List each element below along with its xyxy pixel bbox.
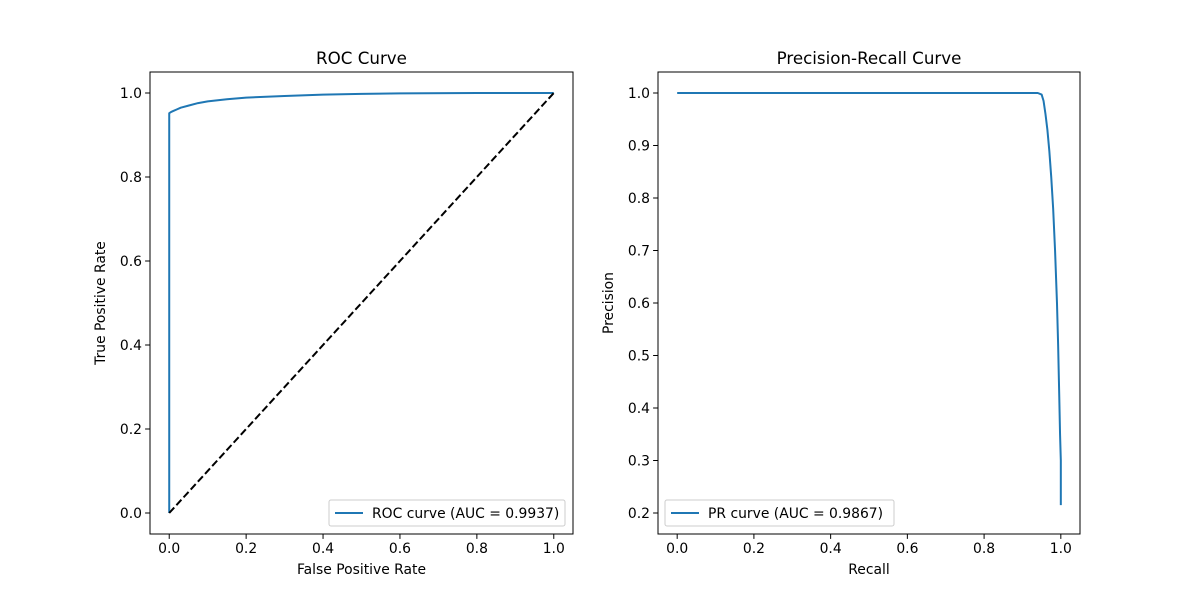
roc-y-tick-label: 0.2 bbox=[120, 422, 142, 438]
pr-x-tick-label: 0.8 bbox=[973, 541, 995, 557]
pr-legend-box bbox=[664, 499, 895, 527]
pr-panel: 0.0 0.2 0.4 0.6 0.8 1.0 0.2 0.3 0.4 0.5 0.6 0.7 0.8 0… bbox=[601, 48, 1081, 578]
pr-y-tick-label: 0.6 bbox=[628, 296, 650, 312]
pr-x-tick-label: 0.2 bbox=[743, 541, 765, 557]
roc-panel: 0.0 0.2 0.4 0.6 0.8 1.0 0.0 0.2 0.4 0.6 0.8 1.0 ROC… bbox=[93, 48, 574, 578]
pr-x-tick-label: 1.0 bbox=[1050, 541, 1072, 557]
roc-axes-frame bbox=[149, 71, 574, 535]
roc-y-axis-label: True Positive Rate bbox=[93, 241, 109, 366]
pr-y-tick-label: 0.5 bbox=[628, 349, 650, 365]
roc-x-tick-label: 0.0 bbox=[158, 541, 180, 557]
pr-x-tick-label: 0.4 bbox=[820, 541, 842, 557]
roc-x-axis-label: False Positive Rate bbox=[297, 562, 426, 578]
pr-y-tick-label: 1.0 bbox=[628, 86, 650, 102]
pr-y-axis-label: Precision bbox=[601, 272, 617, 334]
roc-chart-title: ROC Curve bbox=[316, 48, 407, 68]
pr-y-tick-label: 0.3 bbox=[628, 454, 650, 470]
pr-curve-line bbox=[677, 92, 1062, 506]
pr-x-tick-label: 0.6 bbox=[896, 541, 918, 557]
roc-x-tick-label: 0.4 bbox=[312, 541, 334, 557]
roc-legend: ROC curve (AUC = 0.9937) bbox=[328, 499, 566, 527]
pr-y-tick-label: 0.4 bbox=[628, 401, 650, 417]
pr-x-axis-label: Recall bbox=[848, 562, 889, 578]
roc-y-tick-label: 0.4 bbox=[120, 338, 142, 354]
pr-y-tick-label: 0.8 bbox=[628, 191, 650, 207]
roc-y-tick-label: 0.8 bbox=[120, 170, 142, 186]
roc-y-tick-label: 0.0 bbox=[120, 506, 142, 522]
roc-x-tick-label: 0.6 bbox=[389, 541, 411, 557]
roc-y-tick-label: 0.6 bbox=[120, 254, 142, 270]
roc-x-tick-label: 0.2 bbox=[235, 541, 257, 557]
roc-x-tick-label: 0.8 bbox=[466, 541, 488, 557]
roc-x-tick-label: 1.0 bbox=[543, 541, 565, 557]
pr-y-tick-label: 0.9 bbox=[628, 139, 650, 155]
pr-legend: PR curve (AUC = 0.9867) bbox=[664, 499, 895, 527]
pr-y-tick-label: 0.2 bbox=[628, 506, 650, 522]
roc-legend-box bbox=[328, 499, 566, 527]
pr-legend-label: PR curve (AUC = 0.9867) bbox=[708, 506, 883, 522]
pr-y-tick-label: 0.7 bbox=[628, 244, 650, 260]
roc-legend-label: ROC curve (AUC = 0.9937) bbox=[372, 506, 559, 522]
pr-chart-title: Precision-Recall Curve bbox=[777, 48, 962, 68]
pr-x-tick-label: 0.0 bbox=[666, 541, 688, 557]
roc-y-tick-label: 1.0 bbox=[120, 86, 142, 102]
roc-curve-line bbox=[168, 92, 554, 513]
